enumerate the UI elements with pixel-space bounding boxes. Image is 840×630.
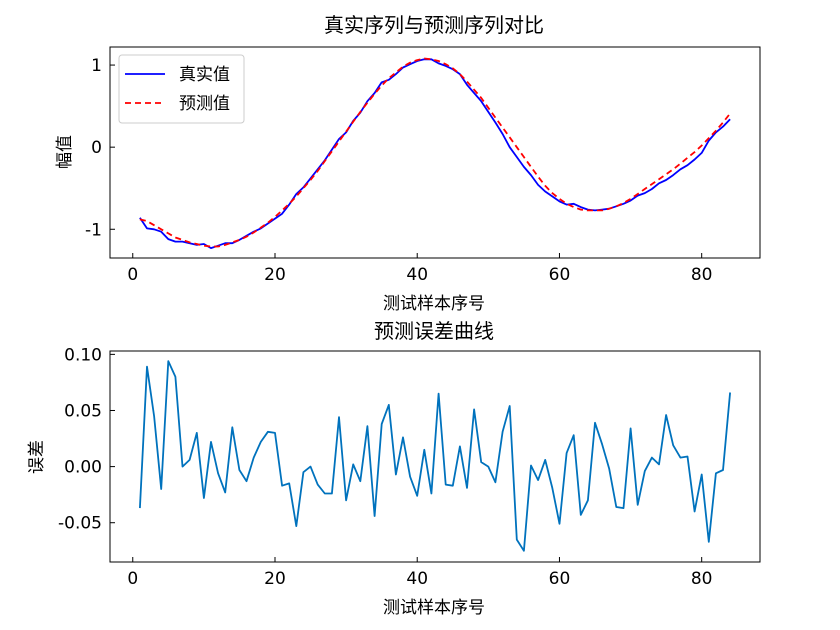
plot1-xtick-label: 40: [406, 265, 428, 285]
plot1-ytick-label: 0: [91, 138, 102, 158]
plot2-title: 预测误差曲线: [374, 319, 494, 343]
plot1-frame: [109, 46, 761, 259]
plot1-ytick-label: -1: [85, 220, 102, 240]
plot1-xtick-label: 60: [549, 265, 571, 285]
plot1-marks: 0 20 40 60 80 -1 0 1: [85, 56, 731, 285]
plot1-series-line-2: [139, 57, 731, 248]
plot2-xtick-label: 20: [264, 569, 286, 589]
plot2-ytick-label: 0.05: [64, 401, 102, 421]
plot2-xtick-label: 0: [127, 569, 138, 589]
plot2-xtick-label: 80: [691, 569, 713, 589]
plot2-ylabel: 误差: [27, 440, 47, 474]
plot1-xtick-label: 80: [691, 265, 713, 285]
plot2-frame: [109, 350, 761, 563]
plot2-ytick-label: 0.10: [64, 345, 102, 365]
legend-box: [118, 54, 245, 124]
plot2-xtick-label: 60: [549, 569, 571, 589]
plot2-marks: 0 20 40 60 80 -0.05 0.00 0.05 0.10: [58, 345, 731, 589]
plot2-ytick-label: -0.05: [58, 514, 102, 534]
error-plot: 预测误差曲线 0 20 40 60 80 -0.05 0.00 0.05 0.10 测试样本序号…: [27, 319, 761, 618]
plot1-xlabel: 测试样本序号: [383, 294, 485, 314]
plot2-xlabel: 测试样本序号: [383, 598, 485, 618]
legend-label-predicted: 预测值: [179, 94, 230, 114]
plot1-xtick-label: 20: [264, 265, 286, 285]
plot1-ylabel: 幅值: [55, 135, 75, 169]
plot1-xtick-label: 0: [127, 265, 138, 285]
plot2-xtick-label: 40: [406, 569, 428, 589]
plot1-ytick-label: 1: [91, 56, 102, 76]
comparison-plot: 真实序列与预测序列对比 0 20 40 60 80 -1 0 1 测试样本序号 幅值 真实值 …: [55, 13, 761, 314]
plot1-title: 真实序列与预测序列对比: [324, 13, 544, 37]
plot1-legend: 真实值 预测值: [118, 54, 245, 124]
legend-label-actual: 真实值: [179, 65, 230, 85]
plot2-series-line-1: [139, 360, 731, 552]
plot2-ytick-label: 0.00: [64, 458, 102, 478]
